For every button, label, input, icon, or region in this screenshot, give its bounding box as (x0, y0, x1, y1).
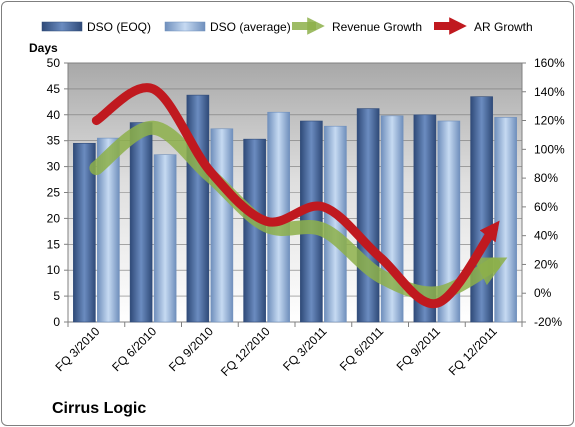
x-axis-ticks: FQ 3/2010 FQ 6/2010 FQ 9/2010 FQ 12/2010 FQ … (53, 322, 523, 379)
left-tick-label: 10 (47, 263, 61, 277)
legend-item-revenue-growth: Revenue Growth (292, 17, 422, 35)
left-tick-label: 40 (47, 108, 61, 122)
bar-dso-average (494, 117, 517, 323)
x-tick-label: FQ 12/2010 (218, 324, 273, 379)
right-tick-label: 40% (534, 229, 558, 243)
bar-dso-average (153, 154, 177, 323)
legend-swatch-dso-average (164, 21, 206, 32)
x-tick-label: FQ 3/2010 (53, 324, 103, 374)
right-tick-label: 60% (534, 200, 558, 214)
right-tick-label: 120% (534, 114, 565, 128)
right-tick-label: 100% (534, 142, 565, 156)
left-tick-label: 20 (47, 211, 61, 225)
left-tick-label: 30 (47, 160, 61, 174)
x-tick-label: FQ 12/2011 (446, 324, 500, 378)
right-tick-label: 160% (534, 56, 565, 70)
left-tick-label: 25 (47, 186, 61, 200)
x-tick-label: FQ 6/2010 (109, 324, 159, 374)
bar-dso-eoq (73, 142, 96, 323)
company-name: Cirrus Logic (52, 400, 147, 417)
left-tick-label: 50 (47, 56, 61, 70)
legend-item-ar-growth: AR Growth (434, 17, 533, 35)
legend-label-dso-eoq: DSO (EOQ) (87, 20, 151, 34)
bar-dso-eoq (470, 96, 493, 323)
bar-dso-eoq (186, 94, 210, 323)
right-axis-ticks: -20% 0% 20% 40% 60% 80% 100% 120% 140% 160% (522, 56, 565, 329)
legend: DSO (EOQ) DSO (average) Revenue Growth A… (41, 17, 533, 35)
legend-label-revenue-growth: Revenue Growth (332, 20, 422, 34)
bar-dso-eoq (356, 108, 380, 323)
bar-dso-eoq (413, 114, 437, 323)
legend-label-ar-growth: AR Growth (474, 20, 533, 34)
left-tick-label: 45 (47, 82, 61, 96)
line-revenue-growth (89, 120, 508, 301)
bar-dso-average (210, 128, 234, 323)
x-tick-label: FQ 3/2011 (280, 324, 330, 374)
right-tick-label: 20% (534, 257, 558, 271)
right-tick-label: 140% (534, 85, 565, 99)
legend-label-dso-average: DSO (average) (210, 20, 291, 34)
legend-swatch-dso-eoq (41, 21, 83, 32)
bar-dso-average (97, 137, 120, 323)
left-tick-label: 35 (47, 134, 61, 148)
right-tick-label: 0% (534, 286, 552, 300)
bar-dso-average (437, 120, 461, 323)
left-tick-label: 5 (53, 289, 60, 303)
x-tick-label: FQ 6/2011 (337, 324, 387, 374)
bar-dso-eoq (129, 122, 153, 323)
line-ar-growth (91, 83, 500, 309)
x-tick-label: FQ 9/2010 (166, 324, 216, 374)
y-axis-label: Days (29, 41, 58, 55)
legend-item-dso-eoq: DSO (EOQ) (41, 20, 151, 34)
growth-lines (89, 83, 508, 309)
left-tick-label: 15 (47, 237, 61, 251)
left-tick-label: 0 (53, 315, 60, 329)
right-tick-label: -20% (534, 315, 562, 329)
left-axis-ticks: 0 5 10 15 20 25 30 35 40 45 50 (47, 56, 68, 329)
right-tick-label: 80% (534, 171, 558, 185)
legend-item-dso-average: DSO (average) (164, 20, 291, 34)
x-tick-label: FQ 9/2011 (394, 324, 444, 374)
